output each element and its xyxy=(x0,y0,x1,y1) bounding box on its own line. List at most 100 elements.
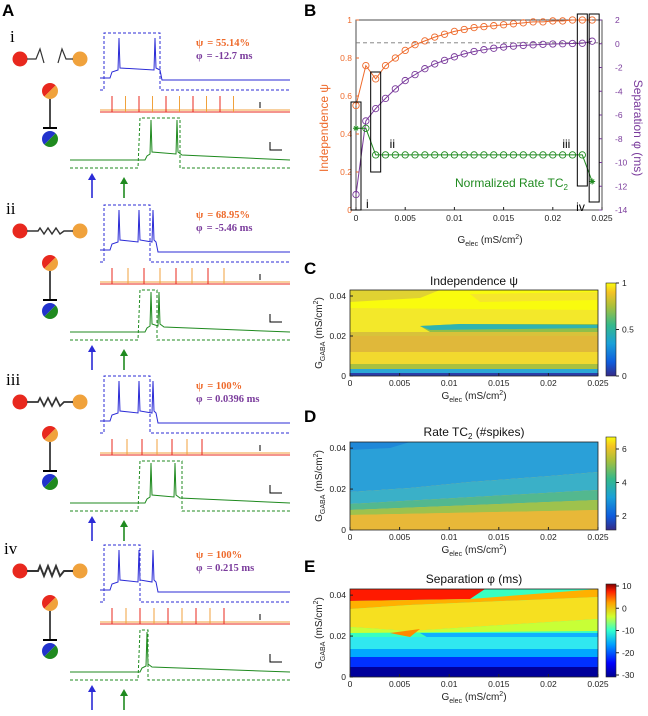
b-series-point xyxy=(460,151,468,159)
heatmap-region xyxy=(350,369,598,373)
b-series-point xyxy=(411,70,419,79)
blue-voltage-trace xyxy=(100,380,290,424)
b-series-point xyxy=(421,37,429,45)
green-stimulus-pulse xyxy=(70,460,290,512)
y-axis-label: GGABA (mS/cm2) xyxy=(313,450,327,522)
b-series-point xyxy=(381,151,390,159)
blue-stimulus-pulse xyxy=(100,32,290,91)
b-highlight-box xyxy=(588,13,600,203)
x-tick-label: 0.01 xyxy=(441,679,458,689)
y-tick-label: 0.04 xyxy=(329,590,346,600)
b-series-point xyxy=(558,40,567,48)
b-series-point xyxy=(440,56,449,65)
blue-stimulus-pulse xyxy=(100,375,290,434)
heatmap-region xyxy=(350,332,598,336)
heatmap-frame xyxy=(349,588,599,678)
heatmap-region xyxy=(350,637,598,649)
heatmap-region xyxy=(350,442,410,450)
blue-arrow-head xyxy=(88,345,96,352)
heatmap-region xyxy=(350,667,598,677)
b-series-point xyxy=(490,151,498,159)
panel-letter-c: C xyxy=(304,259,316,278)
heatmap-frame xyxy=(349,289,599,377)
b-box-label: iv xyxy=(576,200,585,214)
y-tick-label: 0.04 xyxy=(329,291,346,301)
heatmap-region xyxy=(420,324,598,330)
heatmap-cells xyxy=(350,442,598,530)
b-xtick-label: 0.005 xyxy=(395,213,417,223)
b-series-point xyxy=(470,23,478,32)
panel-a-traces: i ψ = 55.14% φ = -12.7 ms ii ψ = 68.95% φ = -5.46… xyxy=(4,27,291,710)
tc-neuron-icon xyxy=(42,303,58,319)
blue-voltage-trace xyxy=(100,37,290,81)
b-series-point xyxy=(558,17,567,25)
b-series-point xyxy=(578,151,586,159)
colorbar-tick-label: 1 xyxy=(622,278,627,288)
blue-arrow-head xyxy=(88,173,96,180)
b-ytick-right-label: -6 xyxy=(615,110,623,120)
split-neuron-icon xyxy=(42,595,58,611)
b-series-point xyxy=(490,44,498,52)
electrical-synapse-icon xyxy=(27,226,73,236)
b-series-point xyxy=(519,151,527,159)
b-ytick-left-label: 0.6 xyxy=(340,91,352,101)
x-tick-label: 0.01 xyxy=(441,532,458,542)
b-ytick-left-label: 1 xyxy=(347,15,352,25)
b-series-point xyxy=(480,22,488,31)
colorbar-tick-label: -20 xyxy=(622,648,635,658)
b-ytick-right-label: -14 xyxy=(615,205,628,215)
heatmap-region xyxy=(350,657,598,667)
y-tick-label: 0.02 xyxy=(329,484,346,494)
condition-ii: ii ψ = 68.95% φ = -5.46 ms xyxy=(6,199,291,370)
blue-stimulus-pulse xyxy=(100,204,290,263)
heatmap-region xyxy=(350,352,598,364)
colorbar-tick-label: 0 xyxy=(622,371,627,381)
heatmap-region xyxy=(350,472,598,504)
green-arrow-head xyxy=(120,349,128,356)
heatmap-region xyxy=(350,442,598,492)
x-tick-label: 0.025 xyxy=(587,378,609,388)
condition-iv: iv ψ = 100% φ = 0.215 ms xyxy=(4,539,291,710)
scale-bar xyxy=(269,485,282,494)
b-xtick-label: 0 xyxy=(354,213,359,223)
b-series-point xyxy=(362,117,370,125)
colorbar xyxy=(605,583,617,678)
b-series-point xyxy=(470,47,478,56)
green-arrow-head xyxy=(120,520,128,527)
heatmap-region xyxy=(350,290,440,302)
colorbar xyxy=(605,282,617,377)
x-tick-label: 0.025 xyxy=(587,679,609,689)
b-highlight-box xyxy=(576,13,588,187)
colorbar-tick-label: -10 xyxy=(622,626,635,636)
condition-label: iii xyxy=(6,370,20,389)
red-neuron-icon xyxy=(12,563,28,579)
b-ylabel-right: Separation φ (ms) xyxy=(631,80,645,176)
x-tick-label: 0 xyxy=(348,378,353,388)
x-tick-label: 0.015 xyxy=(488,378,510,388)
heatmap-region xyxy=(350,597,598,631)
b-series-point xyxy=(381,61,390,70)
b-series-point xyxy=(421,65,429,73)
x-tick-label: 0.015 xyxy=(488,679,510,689)
x-tick-label: 0.005 xyxy=(389,378,411,388)
panel-letter-b: B xyxy=(304,1,316,20)
b-highlight-box xyxy=(350,101,362,211)
b-ytick-right-label: -4 xyxy=(615,86,623,96)
b-series-point xyxy=(460,25,468,34)
b-series-point xyxy=(509,20,518,28)
b-series-point xyxy=(568,151,577,159)
phi-annotation: φ = 0.215 ms xyxy=(196,563,254,574)
heatmap-region xyxy=(350,490,598,510)
panel-letter-e: E xyxy=(304,557,315,576)
phi-annotation: φ = 0.0396 ms xyxy=(196,394,260,405)
green-voltage-trace xyxy=(70,462,291,504)
heatmap-cells xyxy=(350,290,598,376)
e-title: Separation φ (ms) xyxy=(426,572,522,586)
green-stimulus-pulse xyxy=(70,289,290,341)
b-series-point xyxy=(578,16,586,24)
b-series-point xyxy=(568,39,577,48)
orange-neuron-icon xyxy=(72,223,88,239)
b-series-point xyxy=(440,151,449,159)
colorbar-tick-label: 6 xyxy=(622,444,627,454)
orange-neuron-icon xyxy=(72,51,88,67)
